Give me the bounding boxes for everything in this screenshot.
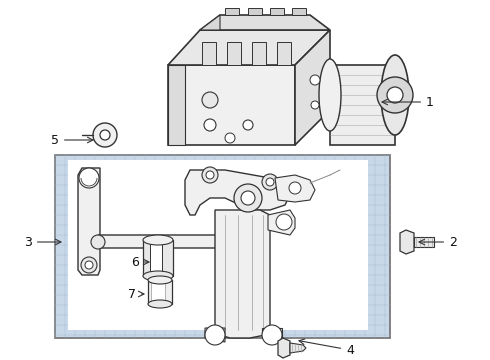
Polygon shape <box>270 8 284 15</box>
Polygon shape <box>202 42 216 65</box>
Circle shape <box>311 101 319 109</box>
Circle shape <box>387 87 403 103</box>
Polygon shape <box>168 65 295 145</box>
Polygon shape <box>78 168 100 275</box>
Circle shape <box>81 257 97 273</box>
Text: 5: 5 <box>51 134 93 147</box>
Circle shape <box>225 133 235 143</box>
Circle shape <box>79 168 99 188</box>
Bar <box>55 155 390 338</box>
Circle shape <box>276 214 292 230</box>
Text: 1: 1 <box>382 95 434 108</box>
Circle shape <box>202 167 218 183</box>
Circle shape <box>377 77 413 113</box>
Text: 6: 6 <box>131 256 149 269</box>
Polygon shape <box>227 42 241 65</box>
Polygon shape <box>268 210 295 235</box>
Ellipse shape <box>381 55 409 135</box>
Circle shape <box>266 178 274 186</box>
Circle shape <box>241 191 255 205</box>
Circle shape <box>243 120 253 130</box>
Circle shape <box>204 119 216 131</box>
Bar <box>414 237 434 247</box>
Text: 2: 2 <box>419 235 457 248</box>
Bar <box>330 65 395 145</box>
Bar <box>148 280 172 304</box>
Bar <box>68 160 368 330</box>
Circle shape <box>262 325 282 345</box>
Circle shape <box>100 130 110 140</box>
Bar <box>143 240 173 276</box>
Polygon shape <box>168 30 330 65</box>
Polygon shape <box>252 42 266 65</box>
Polygon shape <box>248 8 262 15</box>
Circle shape <box>205 325 225 345</box>
Circle shape <box>202 92 218 108</box>
Polygon shape <box>200 15 330 30</box>
Polygon shape <box>200 15 220 30</box>
Circle shape <box>85 261 93 269</box>
Polygon shape <box>185 170 290 215</box>
Bar <box>151 280 165 304</box>
Polygon shape <box>278 338 290 358</box>
Polygon shape <box>290 343 306 353</box>
Polygon shape <box>295 30 330 145</box>
Polygon shape <box>292 8 306 15</box>
Polygon shape <box>277 42 291 65</box>
Ellipse shape <box>148 300 172 308</box>
Circle shape <box>206 171 214 179</box>
Circle shape <box>93 123 117 147</box>
Ellipse shape <box>143 235 173 245</box>
Ellipse shape <box>148 276 172 284</box>
Polygon shape <box>275 175 315 202</box>
Polygon shape <box>400 230 414 254</box>
Circle shape <box>289 182 301 194</box>
Bar <box>150 240 162 276</box>
Circle shape <box>262 174 278 190</box>
Circle shape <box>310 75 320 85</box>
Ellipse shape <box>319 59 341 131</box>
Text: 7: 7 <box>128 288 144 301</box>
Polygon shape <box>262 328 282 338</box>
Ellipse shape <box>143 271 173 281</box>
Polygon shape <box>225 8 239 15</box>
Polygon shape <box>168 65 185 145</box>
Polygon shape <box>98 235 225 248</box>
Text: 3: 3 <box>24 235 61 248</box>
Polygon shape <box>205 328 225 342</box>
Polygon shape <box>215 210 270 338</box>
Text: 4: 4 <box>299 339 354 356</box>
Circle shape <box>91 235 105 249</box>
Circle shape <box>234 184 262 212</box>
